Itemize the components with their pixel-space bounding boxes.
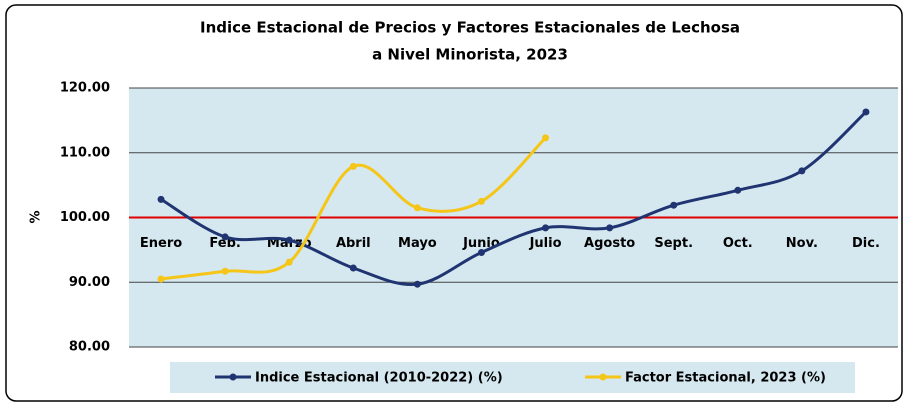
x-tick-label: Julio bbox=[529, 236, 562, 251]
data-point bbox=[670, 201, 678, 209]
y-axis-label: % bbox=[29, 210, 44, 223]
x-tick-label: Abril bbox=[336, 236, 371, 251]
data-point bbox=[285, 236, 293, 244]
legend bbox=[170, 362, 855, 393]
x-tick-label: Junio bbox=[462, 236, 500, 251]
x-tick-label: Sept. bbox=[654, 236, 693, 251]
legend-label: Factor Estacional, 2023 (%) bbox=[625, 371, 826, 386]
data-point bbox=[221, 267, 229, 275]
y-tick-label: 120.00 bbox=[60, 81, 110, 96]
data-point bbox=[221, 233, 229, 241]
data-point bbox=[349, 264, 357, 272]
data-point bbox=[542, 224, 550, 232]
data-point bbox=[734, 186, 742, 194]
x-tick-label: Dic. bbox=[852, 236, 880, 251]
legend-marker bbox=[229, 373, 237, 381]
y-tick-label: 110.00 bbox=[60, 145, 110, 160]
chart-title: a Nivel Minorista, 2023 bbox=[372, 46, 568, 64]
data-point bbox=[542, 134, 550, 142]
y-tick-label: 100.00 bbox=[60, 210, 110, 225]
data-point bbox=[349, 162, 357, 170]
x-tick-label: Enero bbox=[140, 236, 182, 251]
data-point bbox=[862, 108, 870, 116]
series-line bbox=[160, 110, 867, 287]
data-point bbox=[157, 195, 165, 203]
data-point bbox=[477, 197, 485, 205]
data-point bbox=[285, 258, 293, 266]
legend-label: Indice Estacional (2010-2022) (%) bbox=[255, 371, 503, 386]
y-tick-label: 90.00 bbox=[69, 275, 110, 290]
x-tick-label: Nov. bbox=[786, 236, 818, 251]
data-point bbox=[798, 167, 806, 175]
chart-title: Indice Estacional de Precios y Factores … bbox=[200, 19, 740, 37]
data-point bbox=[477, 248, 485, 256]
x-tick-label: Mayo bbox=[398, 236, 437, 251]
y-tick-label: 80.00 bbox=[69, 340, 110, 355]
data-point bbox=[606, 224, 614, 232]
x-tick-label: Agosto bbox=[584, 236, 635, 251]
x-tick-label: Oct. bbox=[723, 236, 753, 251]
legend-marker bbox=[599, 373, 607, 381]
data-point bbox=[413, 204, 421, 212]
data-point bbox=[413, 280, 421, 288]
data-point bbox=[157, 275, 165, 283]
